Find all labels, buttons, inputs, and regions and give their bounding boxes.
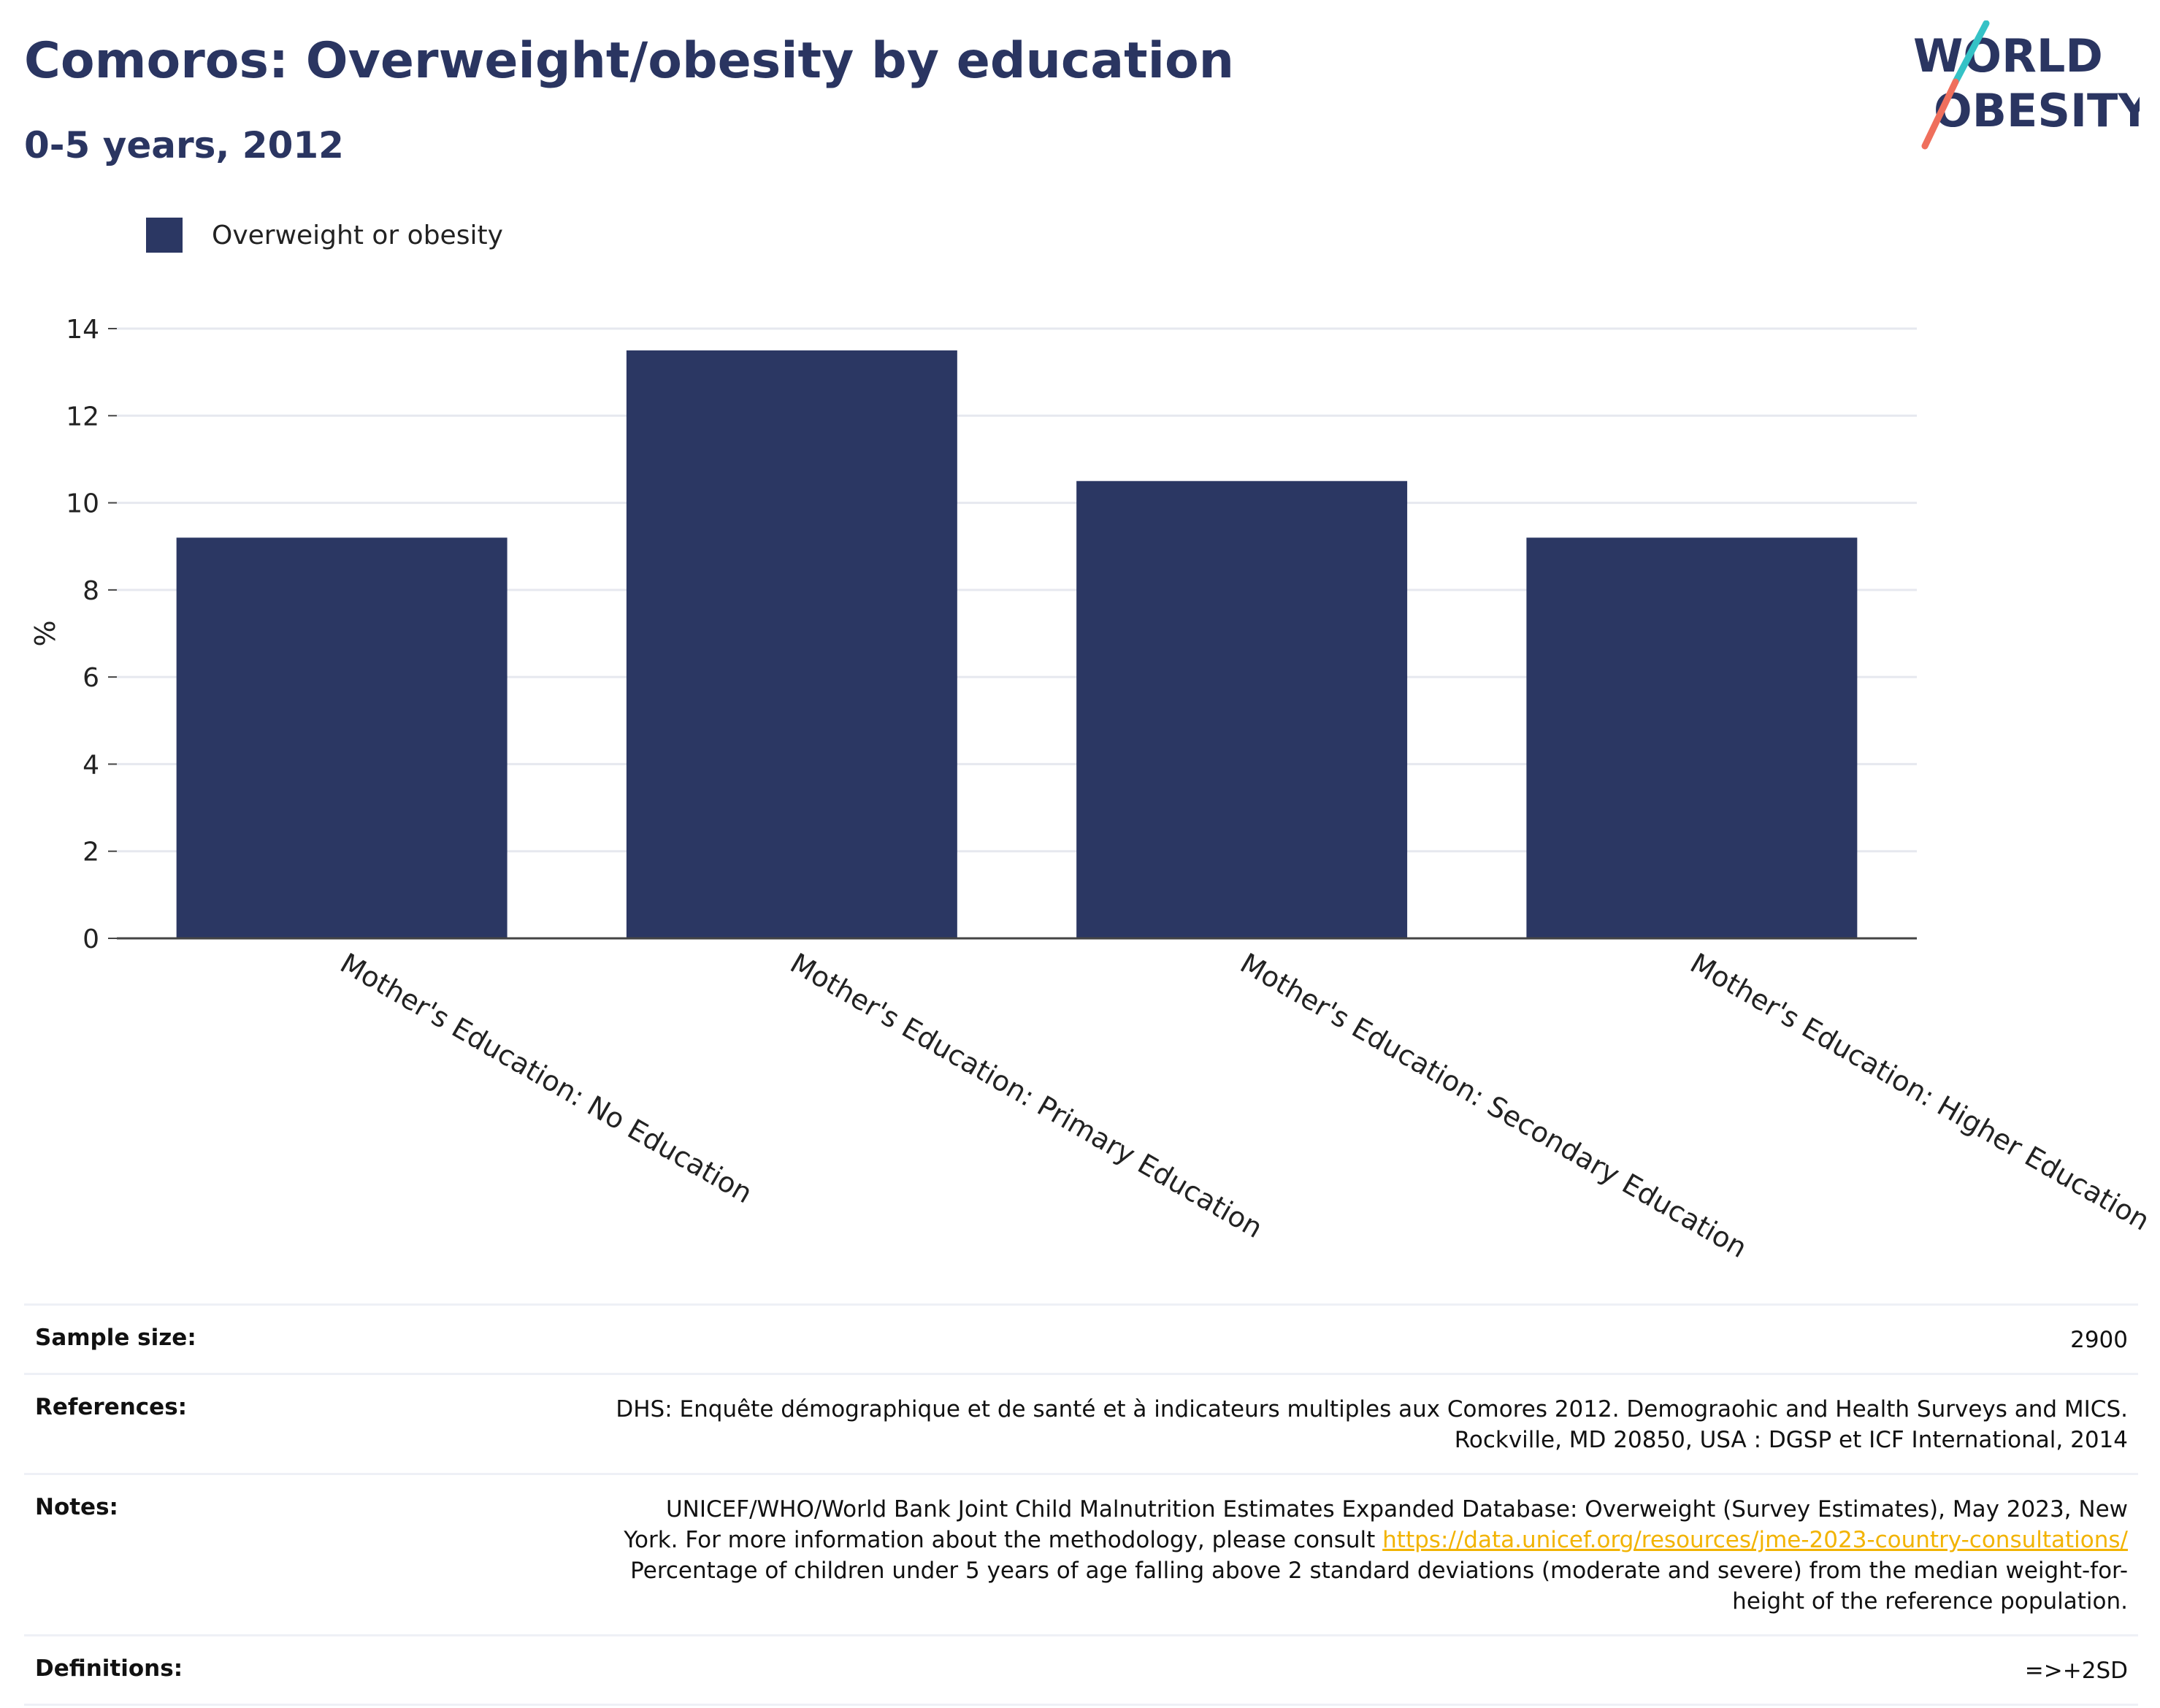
logo-line1: WORLD xyxy=(1913,29,2103,83)
references-value: DHS: Enquête démographique et de santé e… xyxy=(616,1394,2128,1455)
references-label: References: xyxy=(35,1394,188,1420)
y-tick-label: 4 xyxy=(83,750,99,780)
notes-line-2: York. For more information about the met… xyxy=(624,1527,1376,1553)
logo-slash-teal xyxy=(1952,20,1990,85)
notes-line-1: UNICEF/WHO/World Bank Joint Child Malnut… xyxy=(665,1496,2128,1523)
bar xyxy=(176,537,508,938)
logo-line2: OBESITY xyxy=(1934,84,2140,137)
chart-title: Comoros: Overweight/obesity by education xyxy=(24,32,1235,90)
sample-size-label: Sample size: xyxy=(35,1325,196,1351)
y-tick-label: 10 xyxy=(66,489,99,519)
notes-label: Notes: xyxy=(35,1494,118,1520)
methodology-link[interactable]: https://data.unicef.org/resources/jme-20… xyxy=(1382,1527,2128,1553)
references-line-1: DHS: Enquête démographique et de santé e… xyxy=(616,1396,2128,1422)
bar xyxy=(1076,480,1408,938)
chart-legend[interactable]: Overweight or obesity xyxy=(146,218,503,253)
definitions-label: Definitions: xyxy=(35,1655,183,1682)
footer-definitions-row: Definitions: =>+2SD xyxy=(24,1634,2138,1706)
bar xyxy=(626,350,957,938)
bar-chart: 0 2 4 6 8 10 12 14 Mother's Education: No Educa… xyxy=(29,315,2156,1265)
x-tick-label: Mother's Education: Secondary Education xyxy=(1235,947,1753,1265)
x-tick-label: Mother's Education: No Education xyxy=(335,947,758,1210)
bars xyxy=(176,350,1858,938)
legend-swatch xyxy=(146,218,183,253)
footer-notes-row: Notes: UNICEF/WHO/World Bank Joint Child… xyxy=(24,1473,2138,1634)
footer-sample-size-row: Sample size: 2900 xyxy=(24,1303,2138,1373)
x-tick-label: Mother's Education: Higher Education xyxy=(1685,947,2155,1237)
x-tick-label: Mother's Education: Primary Education xyxy=(785,947,1268,1244)
notes-line-3: Percentage of children under 5 years of … xyxy=(630,1558,2128,1584)
bar xyxy=(1526,537,1858,938)
y-tick-label: 8 xyxy=(83,576,99,606)
y-tick-label: 6 xyxy=(83,663,99,693)
y-tick-label: 14 xyxy=(66,315,99,345)
chart-subtitle: 0-5 years, 2012 xyxy=(24,124,344,166)
chart-footer: Sample size: 2900 References: DHS: Enquê… xyxy=(24,1303,2138,1706)
y-axis-ticks: 0 2 4 6 8 10 12 14 xyxy=(66,315,117,954)
footer-references-row: References: DHS: Enquête démographique e… xyxy=(24,1373,2138,1473)
notes-value: UNICEF/WHO/World Bank Joint Child Malnut… xyxy=(624,1494,2128,1617)
y-axis-label: % xyxy=(29,620,61,646)
sample-size-value: 2900 xyxy=(2070,1327,2128,1353)
y-tick-label: 0 xyxy=(83,924,99,954)
y-tick-label: 2 xyxy=(83,838,99,868)
legend-label: Overweight or obesity xyxy=(212,220,503,250)
logo-slash-coral xyxy=(1921,78,1959,150)
notes-line-4: height of the reference population. xyxy=(1732,1588,2128,1615)
y-tick-label: 12 xyxy=(66,402,99,432)
world-obesity-logo: WORLD OBESITY xyxy=(1899,20,2151,152)
x-axis-labels: Mother's Education: No Education Mother's… xyxy=(335,947,2156,1265)
definitions-value: =>+2SD xyxy=(2024,1658,2128,1684)
references-line-2: Rockville, MD 20850, USA : DGSP et ICF I… xyxy=(1454,1427,2128,1453)
